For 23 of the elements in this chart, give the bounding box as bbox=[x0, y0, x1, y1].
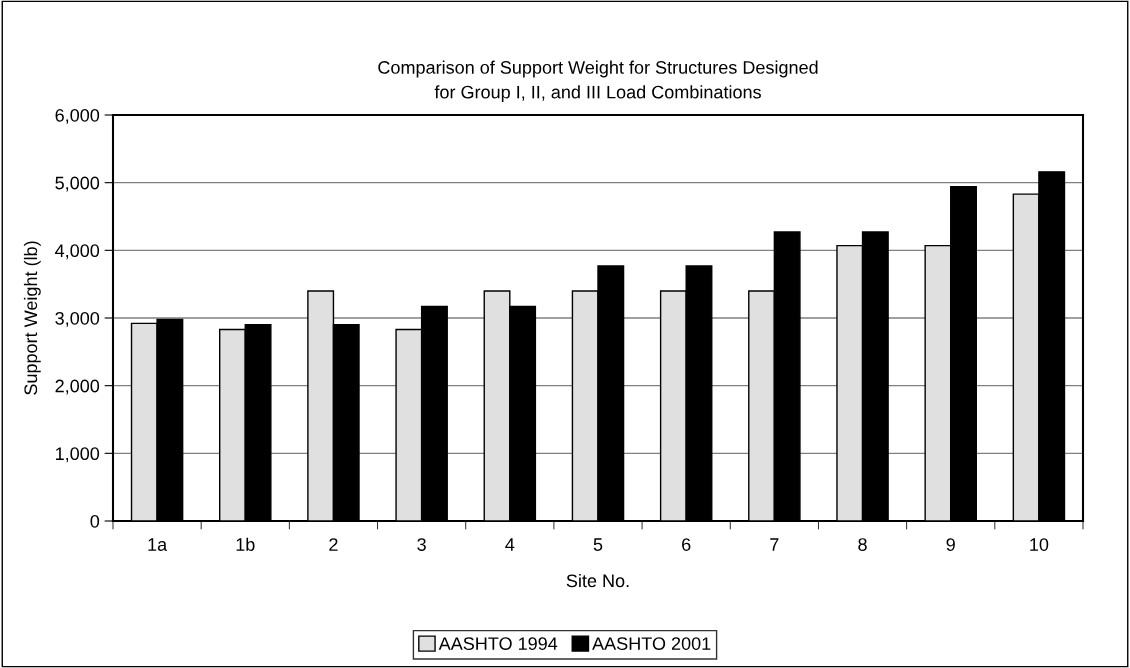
x-tick-label: 1a bbox=[148, 538, 168, 551]
x-tick-label: 3 bbox=[417, 538, 426, 551]
legend-label: AASHTO 2001 bbox=[592, 637, 711, 650]
y-tick-label: 3,000 bbox=[55, 311, 100, 327]
legend-label: AASHTO 1994 bbox=[438, 637, 558, 650]
x-tick-label: 4 bbox=[505, 538, 515, 551]
x-tick-label: 8 bbox=[858, 538, 867, 551]
y-tick-label: 6,000 bbox=[55, 108, 100, 124]
x-tick-label: 7 bbox=[770, 538, 779, 551]
y-tick-label: 0 bbox=[90, 514, 100, 528]
x-tick-label: 1b bbox=[236, 537, 255, 551]
x-tick-label: 6 bbox=[682, 538, 691, 551]
x-tick-label: 10 bbox=[1030, 538, 1049, 551]
y-tick-label: 4,000 bbox=[55, 244, 100, 260]
x-tick-label: 2 bbox=[329, 538, 338, 551]
x-tick-label: 9 bbox=[946, 538, 955, 551]
x-axis-title: Site No. bbox=[566, 573, 629, 588]
y-axis-title: Support Weight (lb) bbox=[23, 241, 41, 395]
chart-title: Comparison of Support Weight for Structures Designed for Group I, II, and III Load Combinations bbox=[378, 60, 818, 103]
y-tick-label: 5,000 bbox=[55, 176, 100, 192]
y-tick-label: 1,000 bbox=[56, 447, 100, 463]
x-tick-label: 5 bbox=[593, 538, 603, 551]
y-tick-label: 2,000 bbox=[55, 379, 100, 395]
